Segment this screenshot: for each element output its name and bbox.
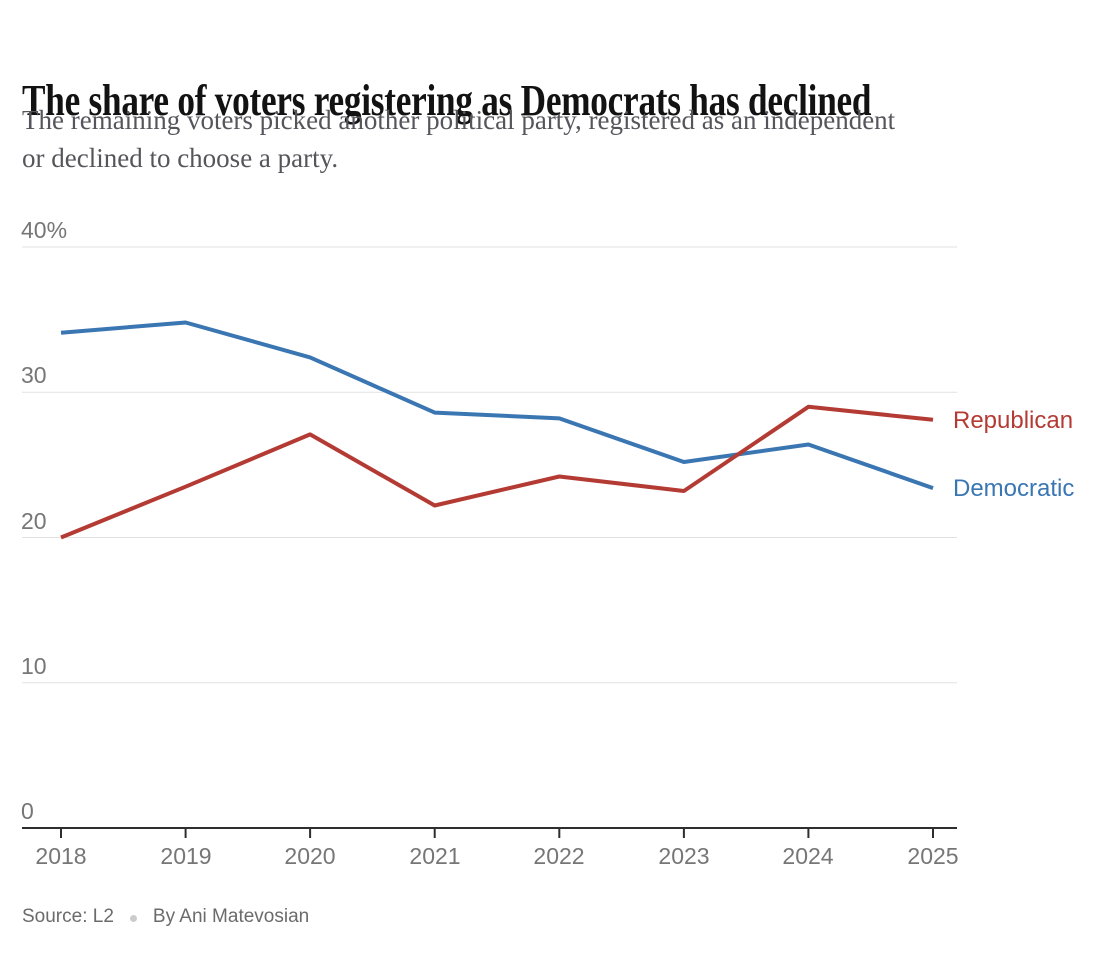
chart-subtitle-line-2: or declined to choose a party. [22,143,339,173]
series-label-democratic: Democratic [953,475,1075,502]
x-axis-label: 2022 [533,843,585,869]
x-axis-label: 2024 [782,843,834,869]
byline: By Ani Matevosian [152,906,310,927]
x-axis-label: 2018 [35,843,87,869]
chart-subtitle-line-1: The remaining voters picked another poli… [22,105,896,135]
series-line-democratic [60,320,934,490]
series-label-republican: Republican [953,407,1074,434]
chart-title: The share of voters registering as Democ… [22,76,872,126]
source-label: Source: L2 [22,906,114,927]
x-axis-label: 2025 [907,843,959,869]
y-axis-label: 30 [21,362,47,388]
x-axis-label: 2021 [409,843,461,869]
y-axis-label: 40% [21,217,68,243]
x-axis-label: 2023 [658,843,710,869]
y-axis-label: 0 [21,798,34,824]
source-row: Source: L2 By Ani Matevosian [22,906,309,928]
x-axis-label: 2019 [160,843,212,869]
x-axis-label: 2020 [284,843,336,869]
separator-dot-icon [129,914,137,922]
y-axis-label: 20 [21,508,47,534]
y-axis-label: 10 [21,653,47,679]
chart-subtitle: The remaining voters picked another poli… [22,101,895,177]
series-line-republican [60,404,934,540]
